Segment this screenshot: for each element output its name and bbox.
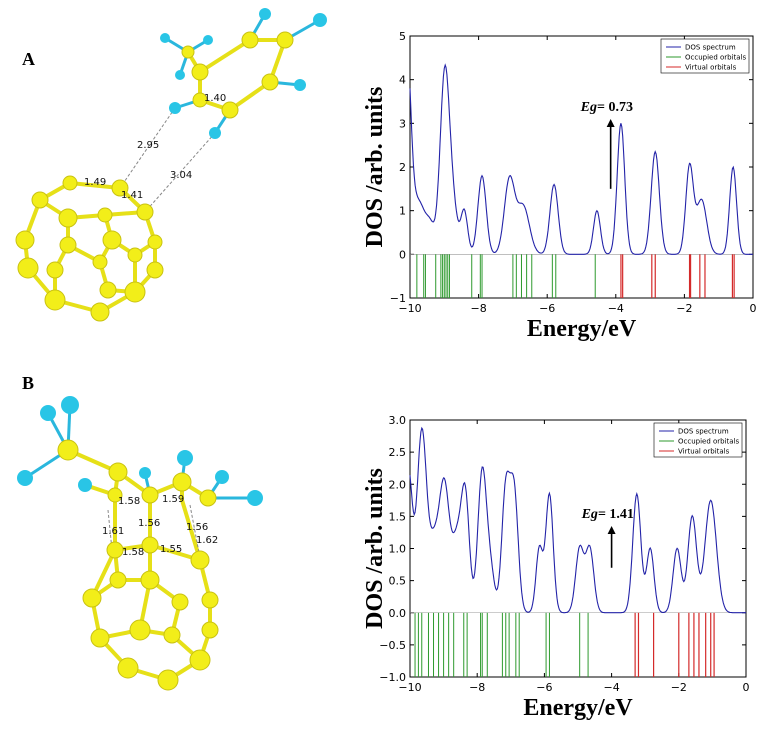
molecule-a-structure: 1.40 2.95 3.04 1.49 1.41 <box>15 8 327 322</box>
molecule-b-structure: 1.58 1.59 1.56 1.61 1.56 1.62 1.58 1.55 <box>17 396 263 691</box>
legend-entry: DOS spectrum <box>685 44 736 52</box>
bond-label: 1.41 <box>121 190 143 201</box>
eg-arrow-head <box>606 118 615 127</box>
y-tick-label: −1 <box>390 292 406 305</box>
y-tick-label: 1.5 <box>389 510 407 523</box>
y-tick-label: 3 <box>399 117 406 130</box>
bond-label: 1.56 <box>186 522 208 533</box>
x-tick-label: −6 <box>536 681 552 694</box>
molecule-a-h-bonds <box>164 13 321 134</box>
x-tick-label: −10 <box>398 681 421 694</box>
plot-frame <box>409 35 754 299</box>
y-tick-label: −0.5 <box>379 639 406 652</box>
y-tick-label: 1.0 <box>389 543 407 556</box>
y-tick-label: 0.0 <box>389 607 407 620</box>
bond-label: 1.61 <box>102 526 124 537</box>
x-tick-label: −4 <box>603 681 619 694</box>
eg-arrow-head <box>607 526 616 535</box>
molecule-a-h-atoms <box>160 8 327 139</box>
eg-annotation: Eg= 0.73 <box>580 100 633 115</box>
dos-chart-b: −1.0 −0.5 0.0 0.5 1.0 1.5 2.0 2.5 3.0 −10 −8 −6 −4 −2… <box>362 414 750 721</box>
bond-label: 1.40 <box>204 93 226 104</box>
y-tick-label: 5 <box>399 30 406 43</box>
dos-spectrum-line <box>409 63 753 255</box>
legend-entry: Virtual orbitals <box>678 448 730 456</box>
x-axis-label: Energy/eV <box>523 695 633 721</box>
bond-label: 1.55 <box>160 544 182 555</box>
eg-value: = 1.41 <box>598 507 634 522</box>
legend-entry: DOS spectrum <box>678 428 729 436</box>
x-tick-label: −2 <box>676 302 692 315</box>
legend-entry: Occupied orbitals <box>678 438 740 446</box>
y-axis-label: DOS /arb. units <box>362 468 388 629</box>
molecule-b-h-atoms <box>17 396 263 506</box>
y-tick-label: 2 <box>399 161 406 174</box>
y-tick-label: 3.0 <box>389 414 407 427</box>
eg-value: = 0.73 <box>597 100 633 115</box>
y-tick-label: −1.0 <box>379 671 406 684</box>
eg-symbol: Eg <box>580 100 597 115</box>
bond-label: 1.59 <box>162 494 184 505</box>
molecule-a-contacts <box>119 107 216 213</box>
x-tick-label: 0 <box>743 681 750 694</box>
legend-entry: Virtual orbitals <box>685 64 737 72</box>
y-tick-label: 4 <box>399 74 406 87</box>
x-tick-label: −2 <box>671 681 687 694</box>
dos-spectrum-line <box>409 426 746 614</box>
bond-label: 1.56 <box>138 518 160 529</box>
panel-label-b: B <box>22 373 35 393</box>
legend-entry: Occupied orbitals <box>685 54 747 62</box>
x-tick-label: −8 <box>469 681 485 694</box>
x-tick-label: −10 <box>398 302 421 315</box>
bond-label: 1.49 <box>84 177 106 188</box>
molecule-b-contacts <box>107 504 201 559</box>
panel-label-a: A <box>22 49 35 69</box>
y-axis-label: DOS /arb. units <box>362 87 388 248</box>
y-tick-label: 0.5 <box>389 575 407 588</box>
bond-label: 1.58 <box>118 496 140 507</box>
y-tick-label: 2.0 <box>389 478 407 491</box>
x-tick-label: −4 <box>608 302 624 315</box>
bond-label: 2.95 <box>137 140 159 151</box>
x-axis-label: Energy/eV <box>527 316 637 342</box>
y-tick-label: 0 <box>399 248 406 261</box>
y-tick-label: 2.5 <box>389 446 407 459</box>
molecule-a-substituent-atoms <box>181 31 294 119</box>
legend: DOS spectrum Occupied orbitals Virtual orb… <box>653 422 743 458</box>
plot-frame <box>409 419 747 678</box>
y-tick-label: 1 <box>399 205 406 218</box>
molecule-a-cage-atoms <box>15 175 164 322</box>
bond-label: 1.62 <box>196 535 218 546</box>
legend: DOS spectrum Occupied orbitals Virtual orb… <box>660 38 750 74</box>
bond-label: 3.04 <box>170 170 192 181</box>
x-tick-label: −6 <box>539 302 555 315</box>
bond-label: 1.58 <box>122 547 144 558</box>
molecule-b-carbon-atoms <box>57 439 219 691</box>
x-tick-label: 0 <box>750 302 757 315</box>
eg-annotation: Eg= 1.41 <box>581 507 634 522</box>
x-tick-label: −8 <box>470 302 486 315</box>
eg-symbol: Eg <box>581 507 598 522</box>
